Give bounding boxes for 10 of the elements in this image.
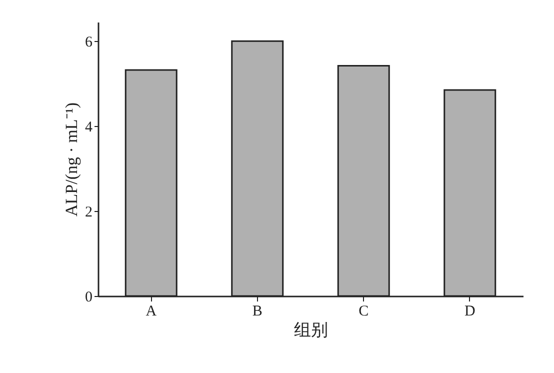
y-tick-label: 0 xyxy=(85,290,92,306)
y-tick-label: 2 xyxy=(85,204,92,221)
y-tick-label: 6 xyxy=(85,34,93,51)
x-axis-title: 组别 xyxy=(294,320,328,340)
x-tick-label: B xyxy=(252,304,262,320)
x-tick-label: A xyxy=(146,304,157,320)
x-tick-label: C xyxy=(358,304,369,320)
x-tick-label: D xyxy=(464,304,476,320)
y-axis-title: ALP/(ng · mL⁻¹) xyxy=(62,102,81,217)
y-tick-label: 4 xyxy=(85,120,93,136)
